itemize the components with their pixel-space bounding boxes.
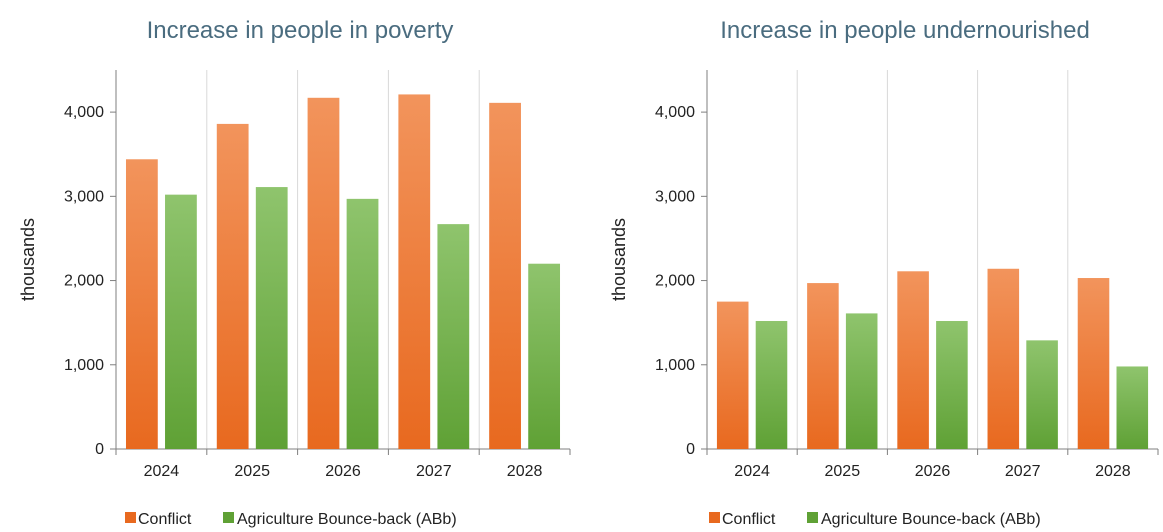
x-tick-label: 2027 — [1005, 463, 1041, 480]
x-tick-label: 2025 — [234, 463, 270, 480]
bar-abb-2025 — [845, 313, 878, 449]
bar-abb-2024 — [165, 194, 197, 449]
undernourished-chart: Increase in people undernourished thousan… — [609, 17, 1159, 528]
chart-title: Increase in people undernourished — [720, 17, 1090, 44]
x-tick-label: 2028 — [1095, 463, 1131, 480]
legend-swatch-abb — [807, 512, 818, 523]
poverty-chart: Increase in people in poverty thousands 0 1… — [18, 17, 571, 528]
bar-conflict-2027 — [398, 94, 431, 450]
bar-abb-2025 — [255, 187, 288, 449]
y-tick-label: 1,000 — [655, 357, 695, 374]
bar-conflict-2024 — [125, 159, 158, 449]
bar-conflict-2026 — [307, 97, 340, 449]
bar-conflict-2028 — [1077, 278, 1110, 449]
y-tick-label: 4,000 — [64, 104, 104, 121]
y-tick-label: 3,000 — [64, 188, 104, 205]
y-axis-label: thousands — [18, 218, 38, 301]
bar-abb-2026 — [346, 198, 379, 449]
legend-label-conflict: Conflict — [722, 511, 776, 528]
bar-conflict-2025 — [807, 283, 839, 449]
y-tick-label: 1,000 — [64, 357, 104, 374]
legend-label-abb: Agriculture Bounce-back (ABb) — [237, 511, 457, 528]
bar-conflict-2024 — [716, 301, 749, 449]
x-tick-label: 2026 — [915, 463, 951, 480]
legend-label-conflict: Conflict — [138, 511, 192, 528]
y-tick-label: 4,000 — [655, 104, 695, 121]
x-tick-label: 2025 — [825, 463, 861, 480]
legend-swatch-abb — [223, 512, 234, 523]
legend-label-abb: Agriculture Bounce-back (ABb) — [821, 511, 1041, 528]
y-tick-label: 3,000 — [655, 188, 695, 205]
x-tick-label: 2024 — [144, 463, 180, 480]
y-tick-label: 0 — [95, 441, 104, 458]
bar-abb-2026 — [936, 320, 968, 449]
bar-abb-2027 — [1026, 340, 1058, 449]
bar-conflict-2026 — [897, 271, 929, 449]
bar-abb-2028 — [1116, 366, 1149, 449]
x-tick-label: 2028 — [507, 463, 543, 480]
y-tick-label: 2,000 — [64, 273, 104, 290]
bar-abb-2028 — [528, 263, 561, 449]
bar-conflict-2028 — [489, 102, 521, 449]
bar-abb-2027 — [437, 224, 470, 449]
legend-swatch-conflict — [125, 512, 136, 523]
y-tick-label: 2,000 — [655, 273, 695, 290]
y-tick-label: 0 — [686, 441, 695, 458]
chart-title: Increase in people in poverty — [147, 17, 454, 44]
x-tick-label: 2024 — [734, 463, 770, 480]
bar-abb-2024 — [755, 320, 788, 449]
bar-conflict-2025 — [216, 123, 249, 449]
x-tick-label: 2026 — [325, 463, 361, 480]
x-tick-label: 2027 — [416, 463, 452, 480]
legend-swatch-conflict — [709, 512, 720, 523]
y-axis-label: thousands — [609, 218, 629, 301]
bar-conflict-2027 — [987, 268, 1020, 449]
